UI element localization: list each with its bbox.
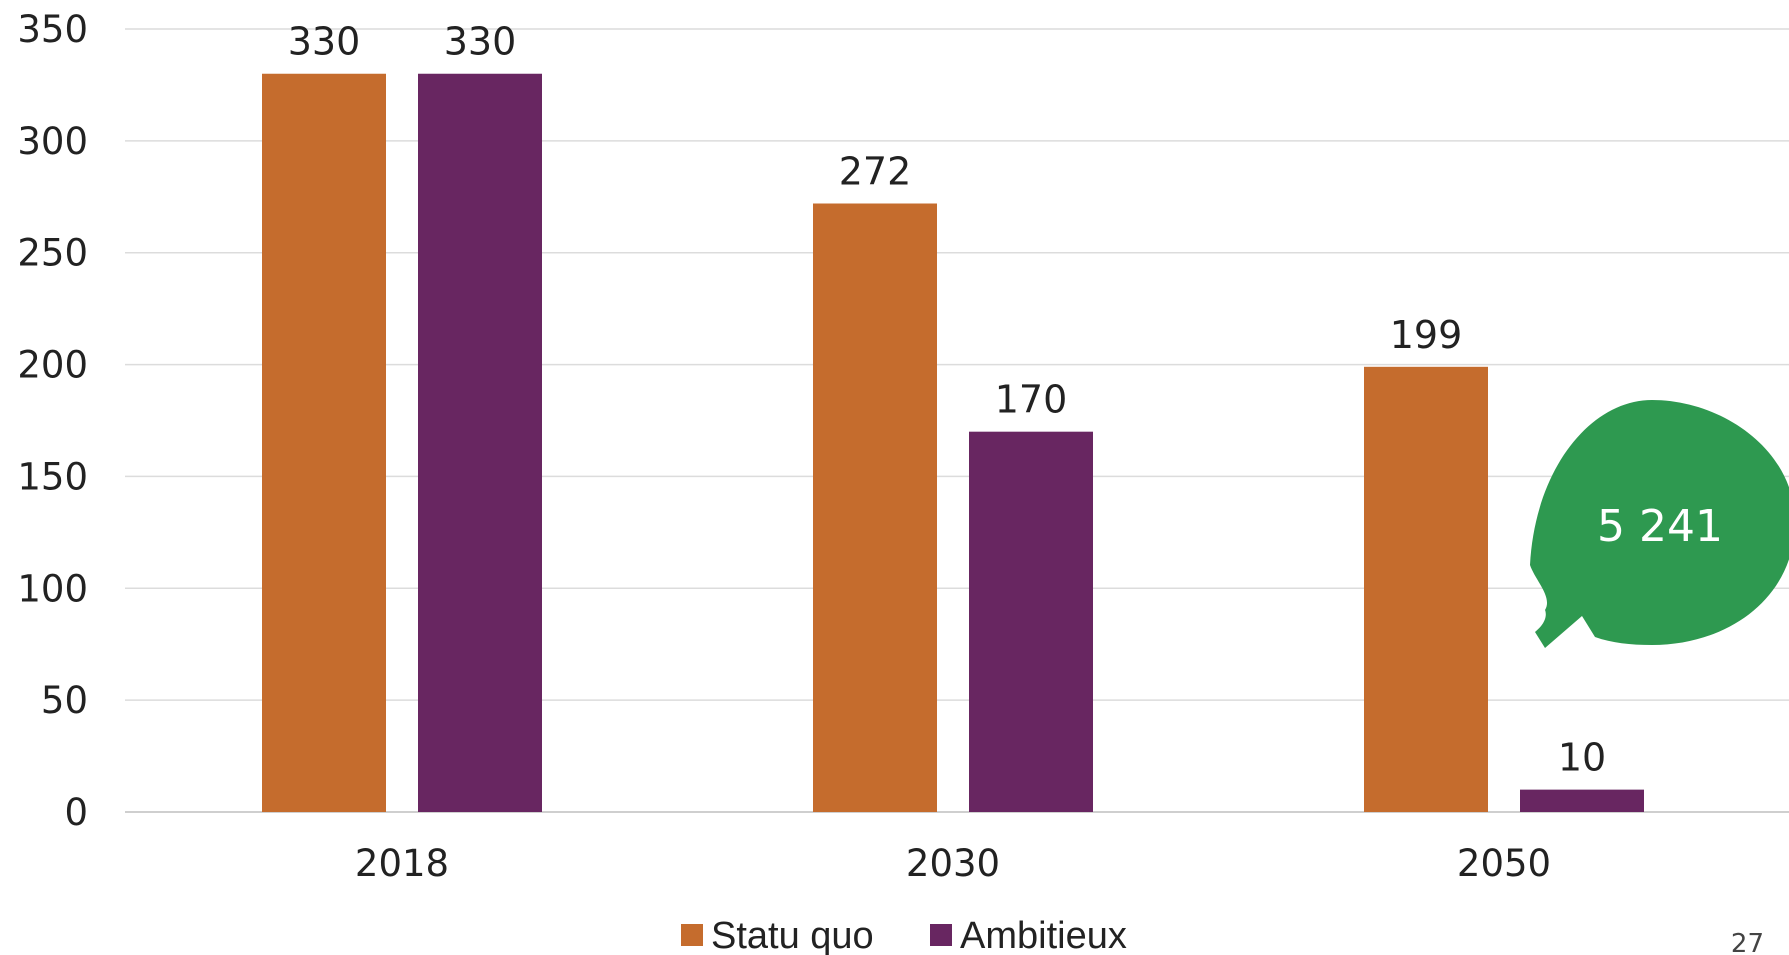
data-label-2050-statu-quo: 199 (1390, 313, 1463, 357)
bar-2018-statu-quo (262, 73, 386, 812)
x-tick-label-2030: 2030 (906, 842, 1000, 885)
x-tick-label-2050: 2050 (1457, 842, 1551, 885)
data-label-2050-ambitieux: 10 (1558, 736, 1606, 780)
callout-bubble: 5 241 (1530, 400, 1789, 648)
gridlines (125, 28, 1789, 813)
y-tick-label: 350 (17, 8, 88, 51)
legend-label-statu-quo: Statu quo (711, 915, 874, 955)
y-tick-label: 250 (17, 232, 88, 275)
data-label-2030-statu-quo: 272 (839, 149, 912, 193)
y-tick-label: 100 (17, 567, 88, 610)
data-label-2018-ambitieux: 330 (444, 20, 517, 64)
bar-2050-ambitieux (1520, 789, 1644, 812)
bar-2030-ambitieux (969, 431, 1093, 812)
bars (262, 73, 1644, 813)
callout-text: 5 241 (1597, 501, 1723, 552)
y-tick-label: 150 (17, 455, 88, 498)
y-tick-label: 50 (41, 679, 88, 722)
legend-swatch-statu-quo (681, 924, 703, 946)
callout-shape (1530, 400, 1789, 648)
y-axis-ticks: 0 50 100 150 200 250 300 350 (17, 8, 88, 834)
bar-2050-statu-quo (1364, 366, 1488, 812)
x-axis-ticks: 2018 2030 2050 (355, 842, 1551, 885)
bar-2018-ambitieux (418, 73, 542, 812)
legend: Statu quo Ambitieux (681, 915, 1127, 955)
y-tick-label: 300 (17, 120, 88, 163)
data-labels: 330 330 272 170 199 10 (288, 20, 1606, 780)
y-tick-label: 200 (17, 344, 88, 387)
legend-label-ambitieux: Ambitieux (960, 915, 1127, 955)
x-tick-label-2018: 2018 (355, 842, 449, 885)
legend-swatch-ambitieux (930, 924, 952, 946)
y-tick-label: 0 (64, 791, 88, 834)
data-label-2030-ambitieux: 170 (995, 378, 1068, 422)
page-number: 27 (1731, 929, 1764, 955)
data-label-2018-statu-quo: 330 (288, 20, 361, 64)
bar-2030-statu-quo (813, 203, 937, 813)
